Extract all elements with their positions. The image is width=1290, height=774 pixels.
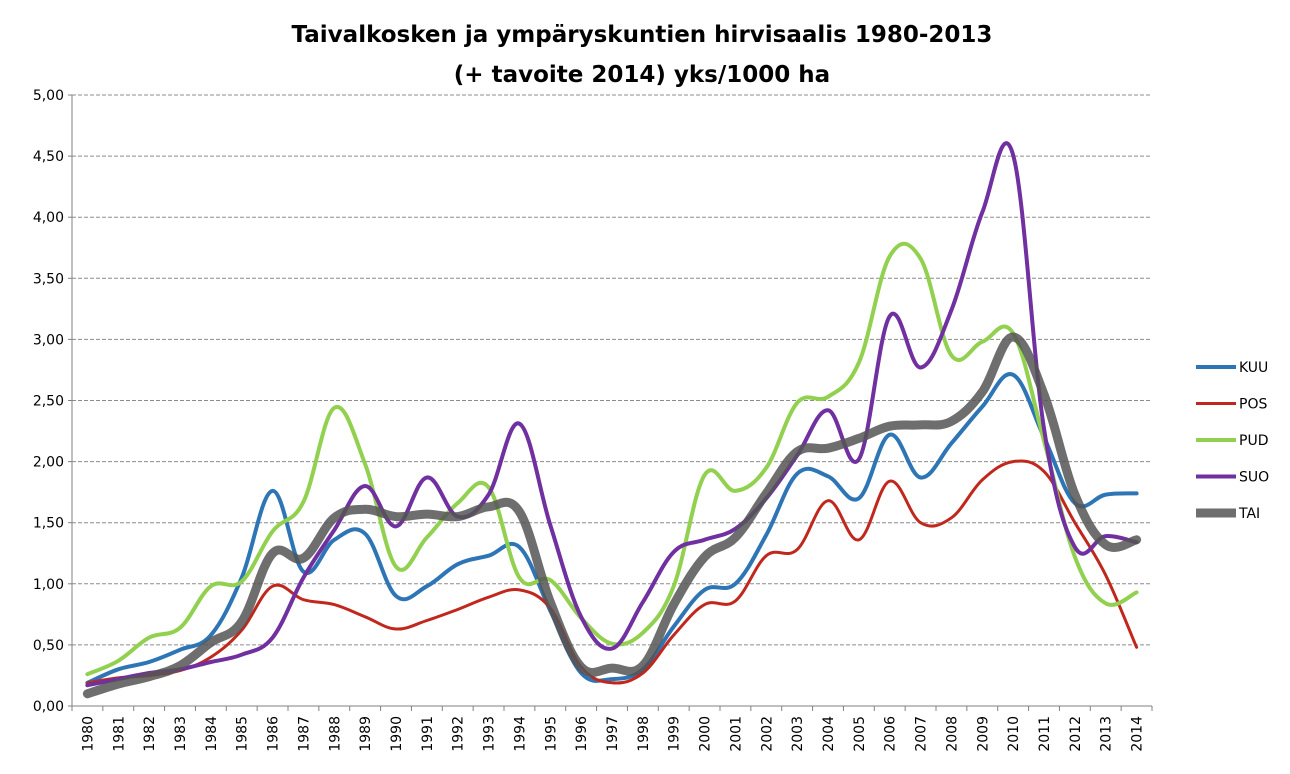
x-tick-label: 1985	[235, 716, 251, 752]
y-axis-tick-labels: 0,00 0,50 1,00 1,50 2,00 2,50 3,00 3,50 4,00 4,50…	[33, 88, 64, 715]
x-tick-label: 1995	[543, 716, 559, 752]
x-tick-label: 2014	[1130, 716, 1146, 752]
y-tick-label: 2,00	[33, 455, 64, 471]
y-tick-label: 0,00	[33, 699, 64, 715]
x-tick-label: 2008	[944, 716, 960, 752]
x-tick-label: 2001	[728, 716, 744, 752]
y-tick-label: 5,00	[33, 88, 64, 104]
y-tick-label: 2,50	[33, 394, 64, 410]
x-tick-label: 2006	[883, 716, 899, 752]
y-tick-label: 3,50	[33, 271, 64, 287]
x-tick-label: 1981	[111, 716, 127, 752]
y-tick-label: 3,00	[33, 332, 64, 348]
x-tick-label: 1989	[358, 716, 374, 752]
series-line-tai	[82, 332, 1142, 699]
legend-label-tai: TAI	[1238, 506, 1260, 522]
series-line-suo	[85, 141, 1139, 688]
chart-subtitle: (+ tavoite 2014) yks/1000 ha	[454, 62, 830, 88]
y-tick-label: 1,00	[33, 577, 64, 593]
x-tick-label: 1994	[512, 716, 528, 752]
x-tick-label: 2011	[1037, 716, 1053, 752]
x-tick-label: 2007	[914, 716, 930, 752]
x-axis-tick-labels: 1980 1981 1982 1983 1984 1985 1986 1987 1988 1989…	[80, 716, 1145, 752]
x-tick-label: 2004	[821, 716, 837, 752]
y-tick-label: 4,50	[33, 149, 64, 165]
legend-label-pud: PUD	[1239, 433, 1268, 449]
x-tick-label: 1999	[667, 716, 683, 752]
series-line-kuu	[85, 372, 1139, 685]
legend-label-kuu: KUU	[1239, 360, 1268, 376]
x-tick-label: 1987	[296, 716, 312, 752]
x-tick-label: 1984	[204, 716, 220, 752]
x-tick-label: 1982	[142, 716, 158, 752]
x-tick-label: 2002	[759, 716, 775, 752]
x-tick-label: 2005	[852, 716, 868, 752]
x-tick-label: 2000	[698, 716, 714, 752]
x-tick-label: 2009	[975, 716, 991, 752]
x-tick-label: 2013	[1099, 716, 1115, 752]
y-tick-label: 1,50	[33, 516, 64, 532]
series-line-pud	[85, 241, 1139, 677]
gridlines	[72, 94, 1152, 646]
x-tick-label: 1986	[266, 716, 282, 752]
series-line-pos	[85, 459, 1139, 685]
x-tick-label: 1992	[451, 716, 467, 752]
x-tick-label: 1998	[636, 716, 652, 752]
legend-label-pos: POS	[1239, 397, 1267, 413]
legend: KUU POS PUD SUO TAI	[1196, 360, 1269, 522]
x-tick-label: 1988	[327, 716, 343, 752]
x-tick-label: 1996	[574, 716, 590, 752]
chart-title: Taivalkosken ja ympäryskuntien hirvisaal…	[292, 22, 993, 48]
y-tick-label: 4,00	[33, 210, 64, 226]
x-tick-label: 1991	[420, 716, 436, 752]
x-tick-label: 1993	[482, 716, 498, 752]
x-tick-label: 1983	[173, 716, 189, 752]
x-tick-label: 2012	[1068, 716, 1084, 752]
axes	[68, 94, 1153, 711]
x-tick-label: 1997	[605, 716, 621, 752]
y-tick-label: 0,50	[33, 638, 64, 654]
x-tick-label: 1980	[80, 716, 96, 752]
x-tick-label: 2003	[790, 716, 806, 752]
x-tick-label: 2010	[1006, 716, 1022, 752]
x-tick-label: 1990	[389, 716, 405, 752]
legend-label-suo: SUO	[1239, 470, 1269, 486]
series-lines	[82, 141, 1142, 699]
